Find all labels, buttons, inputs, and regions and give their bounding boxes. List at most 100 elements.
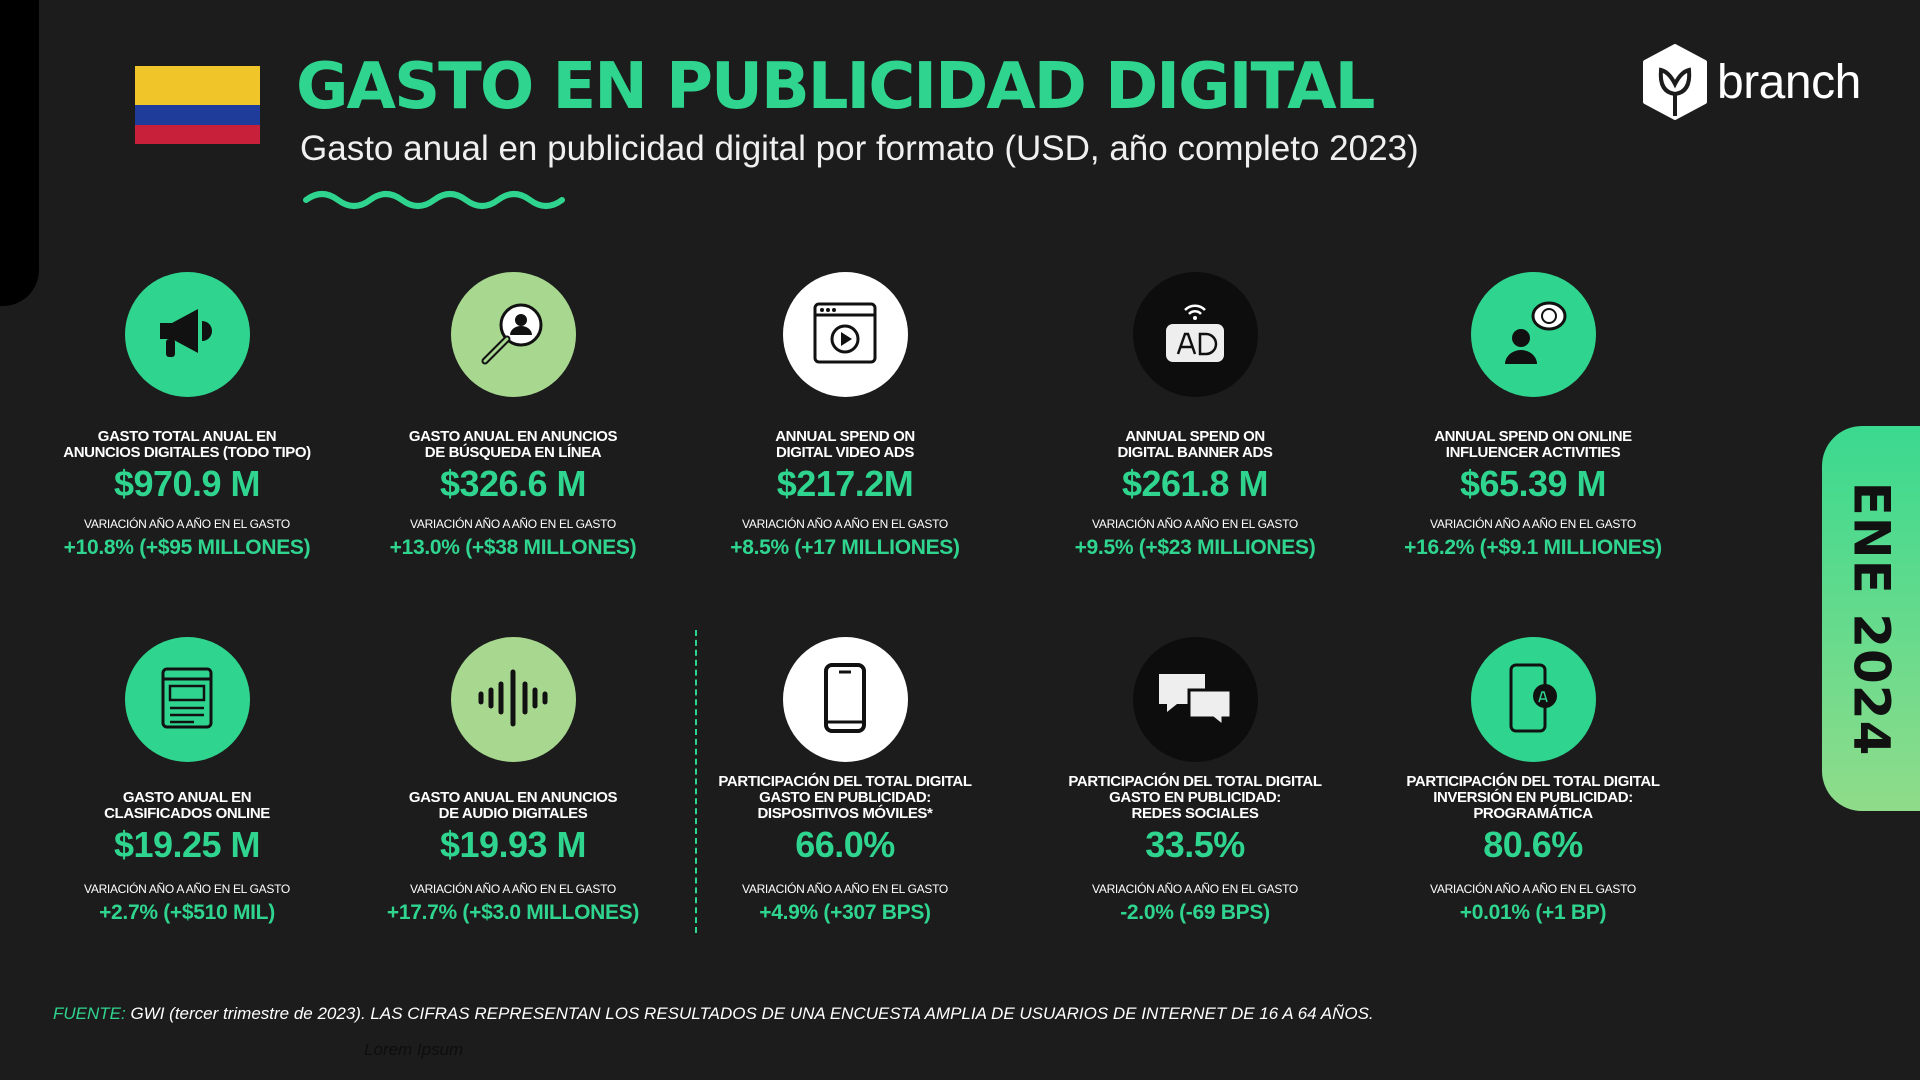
chat-bubbles-icon — [1155, 668, 1235, 732]
megaphone-icon-badge — [124, 272, 250, 397]
card-value: $65.39 M — [1459, 463, 1607, 504]
card-change-label: VARIACIÓN AÑO A AÑO EN EL GASTO — [742, 882, 948, 896]
card-change-value: +4.9% (+307 BPS) — [759, 901, 931, 924]
card-title-line: GASTO ANUAL EN ANUNCIOS — [408, 789, 618, 806]
card-change-value: +8.5% (+17 MILLIONES) — [730, 536, 960, 559]
mobile-ad-icon — [1503, 662, 1563, 738]
logo-text: branch — [1717, 55, 1861, 109]
card-value: 80.6% — [1483, 824, 1583, 865]
audio-wave-icon — [476, 668, 550, 732]
card-value: 33.5% — [1145, 824, 1245, 865]
card-change-label: VARIACIÓN AÑO A AÑO EN EL GASTO — [1092, 517, 1298, 531]
card-value: $19.25 M — [113, 824, 261, 865]
card-title-line: PARTICIPACIÓN DEL TOTAL DIGITAL — [1068, 773, 1322, 790]
page-title: GASTO EN PUBLICIDAD DIGITAL — [296, 50, 1375, 124]
chat-bubbles-icon-badge — [1132, 637, 1258, 762]
card-title: GASTO ANUAL EN ANUNCIOS DE AUDIO DIGITALE… — [355, 772, 671, 822]
card-title-line: PARTICIPACIÓN DEL TOTAL DIGITAL — [1406, 773, 1660, 790]
page-subtitle: Gasto anual en publicidad digital por fo… — [300, 129, 1419, 168]
card-title-line: ANNUAL SPEND ON — [775, 428, 915, 445]
stat-card: GASTO ANUAL EN ANUNCIOS DE BÚSQUEDA EN LÍ… — [355, 272, 671, 561]
source-footnote: FUENTE: GWI (tercer trimestre de 2023). … — [53, 1004, 1374, 1024]
date-tab-label: ENE 2024 — [1822, 426, 1920, 811]
card-title: PARTICIPACIÓN DEL TOTAL DIGITAL INVERSIÓN… — [1375, 772, 1691, 822]
card-change-value: +2.7% (+$510 MIL) — [99, 901, 275, 924]
stat-card: PARTICIPACIÓN DEL TOTAL DIGITAL GASTO EN … — [1037, 637, 1353, 926]
card-title-line: GASTO TOTAL ANUAL EN — [97, 428, 277, 445]
card-change-label: VARIACIÓN AÑO A AÑO EN EL GASTO — [1092, 882, 1298, 896]
card-value: $19.93 M — [439, 824, 587, 865]
stat-card: GASTO ANUAL EN CLASIFICADOS ONLINE $19.25… — [29, 637, 345, 926]
card-title-line: GASTO ANUAL EN — [122, 789, 252, 806]
video-player-icon — [812, 301, 878, 369]
card-change-label: VARIACIÓN AÑO A AÑO EN EL GASTO — [1430, 517, 1636, 531]
card-title-line: ANNUAL SPEND ON ONLINE — [1434, 428, 1632, 445]
classifieds-icon — [160, 666, 214, 734]
card-title-line: INFLUENCER ACTIVITIES — [1445, 444, 1621, 461]
card-title: PARTICIPACIÓN DEL TOTAL DIGITAL GASTO EN … — [687, 772, 1003, 822]
mobile-ad-icon-badge — [1470, 637, 1596, 762]
card-title: GASTO TOTAL ANUAL EN ANUNCIOS DIGITALES (… — [29, 411, 345, 461]
card-change-value: +13.0% (+$38 MILLONES) — [389, 536, 637, 559]
card-change-label: VARIACIÓN AÑO A AÑO EN EL GASTO — [1430, 882, 1636, 896]
card-title-line: REDES SOCIALES — [1131, 805, 1259, 822]
card-change-value: +0.01% (+1 BP) — [1459, 901, 1607, 924]
card-change-label: VARIACIÓN AÑO A AÑO EN EL GASTO — [84, 517, 290, 531]
card-value: $217.2M — [776, 463, 914, 504]
card-title-line: PARTICIPACIÓN DEL TOTAL DIGITAL — [718, 773, 972, 790]
card-value: 66.0% — [795, 824, 895, 865]
placeholder-text: Lorem Ipsum — [364, 1040, 464, 1059]
card-title-line: DIGITAL BANNER ADS — [1117, 444, 1273, 461]
card-change-value: -2.0% (-69 BPS) — [1120, 901, 1270, 924]
card-title-line: DE BÚSQUEDA EN LÍNEA — [424, 444, 602, 461]
megaphone-icon — [152, 303, 222, 367]
search-person-icon — [473, 293, 553, 377]
card-title-line: DISPOSITIVOS MÓVILES* — [757, 805, 933, 822]
card-change-value: +17.7% (+$3.0 MILLONES) — [386, 901, 640, 924]
influencer-icon — [1493, 298, 1573, 372]
card-value: $326.6 M — [439, 463, 587, 504]
source-label: FUENTE: — [53, 1004, 126, 1023]
stat-card: ANNUAL SPEND ON DIGITAL BANNER ADS $261.8… — [1037, 272, 1353, 561]
card-title-line: GASTO EN PUBLICIDAD: — [1109, 789, 1281, 806]
smartphone-icon — [823, 662, 867, 738]
card-title-line: DE AUDIO DIGITALES — [438, 805, 588, 822]
left-decor-bar — [0, 0, 39, 306]
card-title-line: CLASIFICADOS ONLINE — [104, 805, 270, 822]
card-title: PARTICIPACIÓN DEL TOTAL DIGITAL GASTO EN … — [1037, 772, 1353, 822]
card-value: $261.8 M — [1121, 463, 1269, 504]
card-title-line: PROGRAMÁTICA — [1473, 805, 1593, 822]
card-change-value: +16.2% (+$9.1 MILLIONES) — [1404, 536, 1662, 559]
video-player-icon-badge — [782, 272, 908, 397]
source-text: GWI (tercer trimestre de 2023). LAS CIFR… — [125, 1004, 1374, 1023]
influencer-icon-badge — [1470, 272, 1596, 397]
search-person-icon-badge — [450, 272, 576, 397]
card-value: $970.9 M — [113, 463, 261, 504]
card-title: ANNUAL SPEND ON DIGITAL VIDEO ADS — [687, 411, 1003, 461]
card-title-line: DIGITAL VIDEO ADS — [776, 444, 914, 461]
branch-logo: branch — [1641, 44, 1861, 120]
smartphone-icon-badge — [782, 637, 908, 762]
date-tab-text: ENE 2024 — [1842, 481, 1901, 756]
card-title: GASTO ANUAL EN ANUNCIOS DE BÚSQUEDA EN LÍ… — [355, 411, 671, 461]
card-title: ANNUAL SPEND ON ONLINE INFLUENCER ACTIVIT… — [1375, 411, 1691, 461]
banner-ad-icon — [1162, 300, 1228, 370]
date-tab — [1822, 426, 1920, 811]
card-change-label: VARIACIÓN AÑO A AÑO EN EL GASTO — [742, 517, 948, 531]
card-title-line: ANNUAL SPEND ON — [1125, 428, 1265, 445]
audio-wave-icon-badge — [450, 637, 576, 762]
colombia-flag — [135, 66, 260, 144]
card-title-line: GASTO EN PUBLICIDAD: — [759, 789, 931, 806]
banner-ad-icon-badge — [1132, 272, 1258, 397]
card-change-value: +9.5% (+$23 MILLIONES) — [1074, 536, 1316, 559]
card-change-value: +10.8% (+$95 MILLONES) — [63, 536, 311, 559]
card-title: GASTO ANUAL EN CLASIFICADOS ONLINE — [29, 772, 345, 822]
stat-card: GASTO ANUAL EN ANUNCIOS DE AUDIO DIGITALE… — [355, 637, 671, 926]
card-change-label: VARIACIÓN AÑO A AÑO EN EL GASTO — [410, 517, 616, 531]
card-title: ANNUAL SPEND ON DIGITAL BANNER ADS — [1037, 411, 1353, 461]
classifieds-icon-badge — [124, 637, 250, 762]
card-title-line: ANUNCIOS DIGITALES (TODO TIPO) — [63, 444, 311, 461]
stat-card: PARTICIPACIÓN DEL TOTAL DIGITAL INVERSIÓN… — [1375, 637, 1691, 926]
card-title-line: INVERSIÓN EN PUBLICIDAD: — [1433, 789, 1633, 806]
branch-logo-icon — [1643, 44, 1707, 120]
